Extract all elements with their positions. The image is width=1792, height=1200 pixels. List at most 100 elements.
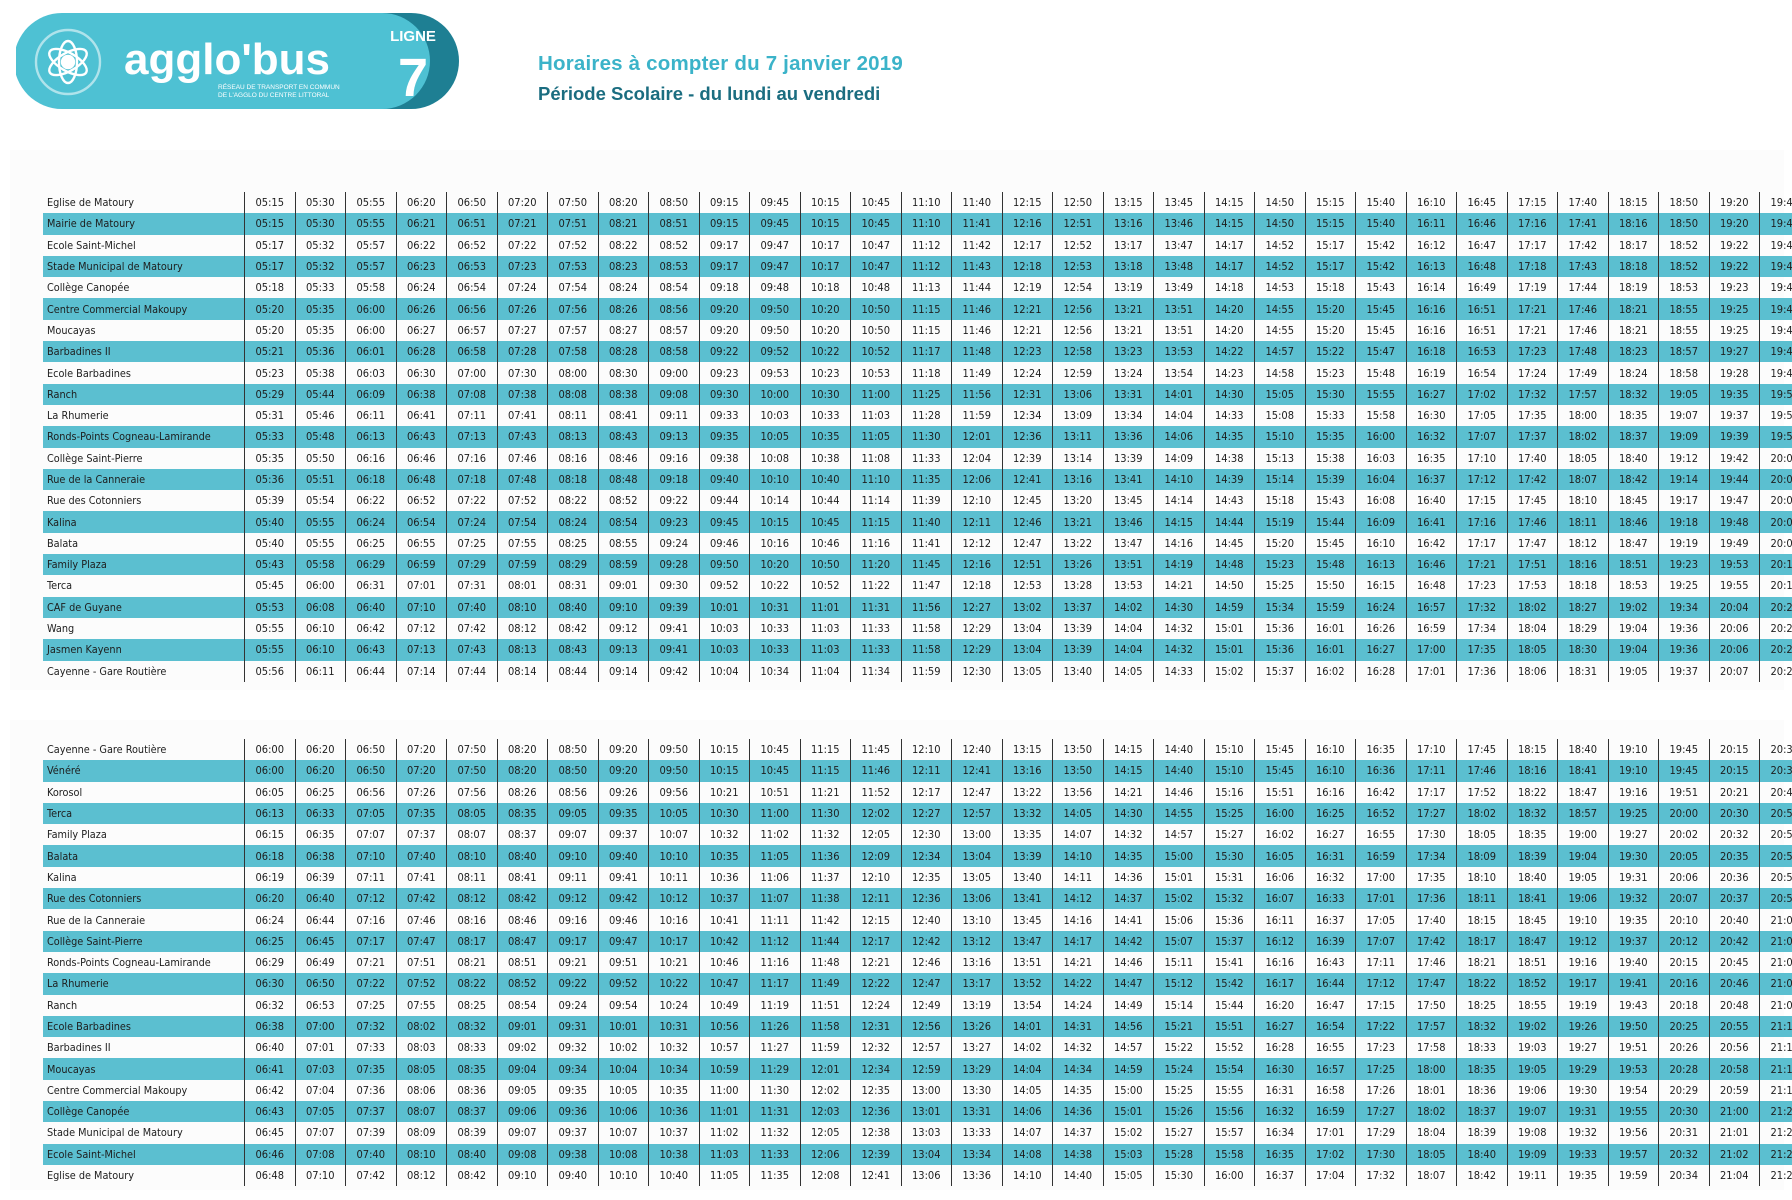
departure-time: 13:14 <box>1052 447 1103 469</box>
departure-time: 19:28 <box>1708 362 1760 384</box>
departure-time: 19:45 <box>1759 298 1792 320</box>
departure-time: 06:38 <box>244 1015 295 1038</box>
departure-time: 09:48 <box>749 277 800 299</box>
departure-time: 06:54 <box>395 511 447 533</box>
departure-time: 14:32 <box>1052 1037 1103 1059</box>
departure-time: 19:41 <box>1607 973 1659 995</box>
departure-time: 08:07 <box>446 824 497 846</box>
departure-time: 13:36 <box>1102 426 1154 448</box>
departure-time: 16:54 <box>1304 1015 1356 1038</box>
departure-time: 10:10 <box>749 468 800 491</box>
departure-time: 13:34 <box>951 1143 1002 1165</box>
departure-time: 14:48 <box>1203 554 1255 576</box>
departure-time: 21:00 <box>1759 909 1792 931</box>
departure-time: 20:35 <box>1759 760 1792 782</box>
departure-time: 11:48 <box>799 951 851 974</box>
departure-time: 11:30 <box>900 426 952 448</box>
departure-time: 14:17 <box>1052 930 1103 952</box>
departure-time: 21:06 <box>1759 973 1792 995</box>
departure-time: 16:24 <box>1355 596 1406 618</box>
departure-time: 12:30 <box>900 824 952 846</box>
departure-time: 17:52 <box>1456 781 1507 803</box>
departure-time: 07:24 <box>446 511 497 533</box>
departure-time: 17:34 <box>1456 617 1507 640</box>
departure-time: 16:27 <box>1304 824 1356 846</box>
departure-time: 10:14 <box>749 490 800 512</box>
departure-time: 17:37 <box>1506 426 1558 448</box>
departure-time: 18:51 <box>1607 554 1659 576</box>
departure-time: 06:38 <box>294 845 346 867</box>
departure-time: 18:52 <box>1506 973 1558 995</box>
departure-time: 12:17 <box>1001 234 1053 256</box>
departure-time: 19:33 <box>1557 1143 1608 1165</box>
departure-time: 10:50 <box>850 298 901 320</box>
departure-time: 19:49 <box>1708 532 1760 555</box>
departure-time: 10:18 <box>799 277 851 299</box>
departure-time: 19:14 <box>1658 468 1709 491</box>
departure-time: 16:16 <box>1405 298 1457 320</box>
departure-time: 09:39 <box>648 596 699 618</box>
departure-time: 18:57 <box>1658 341 1709 363</box>
departure-time: 16:09 <box>1355 511 1406 533</box>
departure-time: 10:30 <box>698 802 750 825</box>
departure-time: 15:25 <box>1203 802 1255 825</box>
departure-time: 10:08 <box>597 1143 649 1165</box>
stop-name: Balata <box>47 536 79 550</box>
departure-time: 14:43 <box>1203 490 1255 512</box>
departure-time: 06:26 <box>395 298 447 320</box>
departure-time: 13:39 <box>1001 845 1053 867</box>
departure-time: 12:53 <box>1052 255 1103 278</box>
departure-time: 09:20 <box>698 319 750 342</box>
departure-time: 10:21 <box>648 951 699 974</box>
departure-time: 19:08 <box>1506 1122 1558 1144</box>
departure-time: 14:02 <box>1102 596 1154 618</box>
departure-time: 10:31 <box>749 596 800 618</box>
departure-time: 07:00 <box>294 1015 346 1038</box>
departure-time: 15:44 <box>1203 994 1255 1016</box>
departure-time: 08:59 <box>597 554 649 576</box>
departure-time: 16:28 <box>1254 1037 1305 1059</box>
departure-time: 07:16 <box>345 909 396 931</box>
departure-time: 07:25 <box>345 994 396 1016</box>
departure-time: 13:06 <box>1052 383 1103 405</box>
departure-time: 09:28 <box>648 554 699 576</box>
departure-time: 19:35 <box>1708 383 1760 405</box>
departure-time: 10:04 <box>597 1058 649 1080</box>
departure-time: 07:52 <box>496 490 548 512</box>
departure-time: 17:23 <box>1355 1037 1406 1059</box>
departure-time: 19:25 <box>1708 319 1760 342</box>
departure-time: 05:33 <box>244 426 295 448</box>
departure-time: 12:36 <box>1001 426 1053 448</box>
departure-time: 14:38 <box>1203 447 1255 469</box>
departure-time: 15:27 <box>1203 824 1255 846</box>
departure-time: 13:46 <box>1153 213 1204 235</box>
departure-time: 17:41 <box>1557 213 1608 235</box>
stop-name: Rue de la Canneraie <box>47 913 146 927</box>
departure-time: 11:00 <box>698 1079 750 1102</box>
departure-time: 09:52 <box>597 973 649 995</box>
departure-time: 16:01 <box>1304 639 1356 661</box>
departure-time: 09:20 <box>597 739 649 761</box>
departure-time: 10:44 <box>799 490 851 512</box>
departure-time: 16:17 <box>1254 973 1305 995</box>
departure-time: 14:32 <box>1153 617 1204 640</box>
departure-time: 10:20 <box>749 554 800 576</box>
departure-time: 15:30 <box>1304 383 1356 405</box>
departure-time: 08:30 <box>597 362 649 384</box>
departure-time: 09:52 <box>749 341 800 363</box>
departure-time: 10:47 <box>850 234 901 256</box>
departure-time: 06:43 <box>395 426 447 448</box>
departure-time: 09:08 <box>648 383 699 405</box>
stop-name: Kalina <box>47 870 77 884</box>
departure-time: 15:02 <box>1102 1122 1154 1144</box>
departure-time: 08:32 <box>446 1015 497 1038</box>
departure-time: 15:24 <box>1153 1058 1204 1080</box>
departure-time: 07:07 <box>294 1122 346 1144</box>
departure-time: 18:02 <box>1456 802 1507 825</box>
table-row: CAF de Guyane 05:53 06:08 06:40 07:10 07:40 08… <box>43 596 1792 618</box>
departure-time: 16:59 <box>1405 617 1457 640</box>
departure-time: 19:05 <box>1506 1058 1558 1080</box>
departure-time: 06:35 <box>294 824 346 846</box>
departure-time: 11:41 <box>951 213 1002 235</box>
departure-time: 17:35 <box>1506 404 1558 427</box>
